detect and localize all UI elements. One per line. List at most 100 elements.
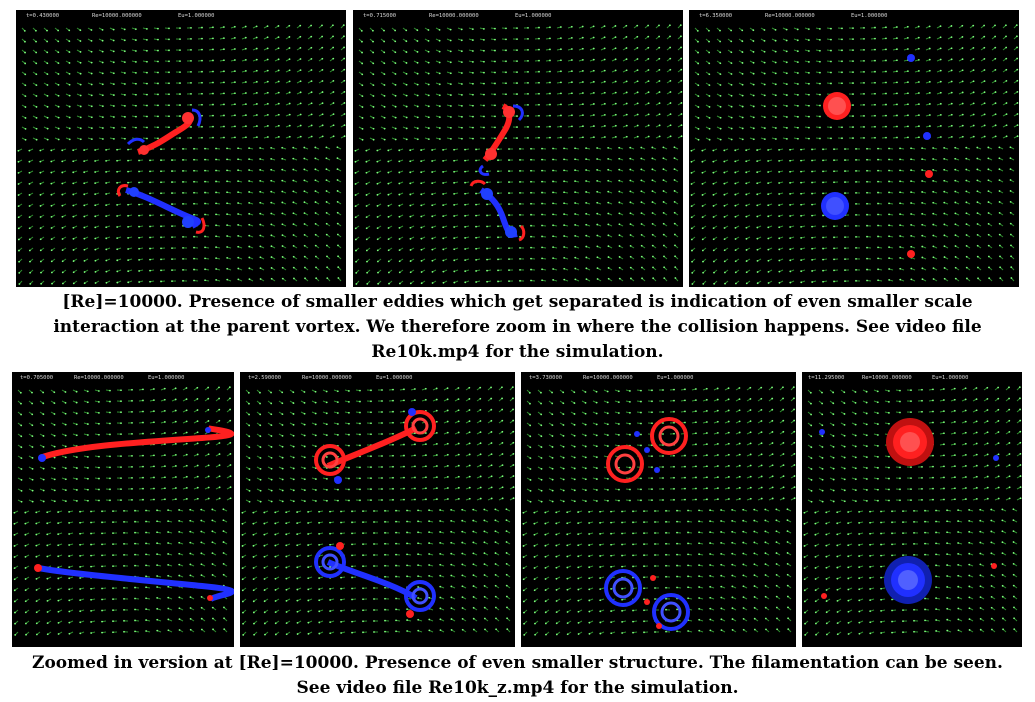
velocity-arrow-head	[571, 81, 573, 84]
velocity-arrow-head	[394, 51, 397, 54]
velocity-arrow-head	[651, 190, 654, 193]
velocity-arrow-head	[629, 212, 632, 215]
velocity-arrow-head	[193, 180, 195, 183]
velocity-arrow-head	[182, 181, 184, 183]
velocity-arrow-head	[966, 277, 968, 280]
velocity-arrow-head	[336, 190, 339, 192]
time-readout: t=0.430000	[26, 13, 60, 19]
velocity-arrow-head	[640, 244, 643, 247]
velocity-arrow-head	[157, 82, 159, 85]
velocity-arrow-head	[516, 137, 518, 139]
velocity-arrow-head	[917, 92, 920, 94]
velocity-arrow-head	[303, 266, 306, 269]
velocity-arrow-head	[866, 224, 868, 227]
velocity-arrow-head	[416, 83, 419, 86]
velocity-arrow-head	[427, 39, 430, 42]
velocity-arrow-head	[120, 455, 122, 458]
velocity-arrow-head	[354, 205, 357, 208]
velocity-arrow-head	[223, 92, 225, 95]
velocity-arrow-head	[35, 62, 38, 65]
velocity-arrow-head	[376, 260, 379, 263]
velocity-arrow-head	[138, 270, 141, 272]
velocity-arrow-head	[420, 149, 423, 151]
velocity-arrow-head	[193, 213, 195, 216]
velocity-arrow-head	[899, 158, 901, 161]
velocity-arrow-head	[745, 237, 748, 240]
euler-readout: Eu=1.000000	[178, 13, 215, 19]
velocity-arrow-head	[160, 247, 162, 250]
velocity-arrow-head	[277, 69, 280, 72]
velocity-arrow-head	[383, 95, 386, 97]
velocity-arrow-head	[142, 388, 144, 391]
velocity-arrow-head	[185, 398, 188, 401]
velocity-arrow-head	[105, 204, 108, 206]
velocity-arrow-head	[464, 159, 466, 162]
velocity-arrow-head	[325, 211, 328, 214]
velocity-arrow-head	[112, 116, 115, 118]
velocity-arrow-head	[237, 202, 240, 204]
velocity-arrow-head	[723, 271, 726, 274]
velocity-arrow-head	[61, 226, 64, 229]
velocity-arrow-head	[460, 39, 463, 42]
velocity-arrow-head	[259, 234, 262, 237]
velocity-arrow-head	[376, 182, 379, 185]
velocity-arrow-head	[31, 446, 34, 448]
velocity-arrow-head	[560, 103, 562, 106]
velocity-arrow-head	[552, 169, 554, 172]
velocity-arrow-head	[527, 126, 529, 128]
velocity-arrow-head	[387, 260, 390, 263]
velocity-arrow-head	[248, 223, 251, 226]
velocity-arrow-head	[702, 260, 704, 263]
velocity-arrow-head	[229, 408, 232, 411]
velocity-arrow-head	[215, 169, 217, 172]
velocity-arrow-head	[596, 278, 599, 280]
velocity-arrow-head	[807, 39, 810, 41]
velocity-arrow-head	[899, 224, 902, 227]
velocity-arrow-head	[255, 92, 258, 94]
velocity-arrow-head	[603, 69, 606, 72]
velocity-arrow-head	[530, 246, 532, 249]
velocity-arrow-head	[752, 127, 755, 130]
velocity-arrow-head	[563, 213, 565, 216]
velocity-arrow-head	[618, 234, 621, 237]
velocity-arrow-head	[244, 92, 247, 94]
velocity-arrow-head	[86, 423, 89, 425]
velocity-arrow-head	[907, 136, 909, 139]
velocity-arrow-head	[844, 269, 846, 272]
velocity-arrow-head	[822, 225, 824, 228]
velocity-arrow-head	[475, 159, 477, 162]
velocity-arrow-head	[35, 555, 38, 558]
velocity-arrow-head	[135, 126, 137, 129]
velocity-arrow-head	[987, 146, 990, 149]
velocity-arrow-head	[215, 202, 217, 205]
velocity-arrow-head	[398, 238, 401, 240]
velocity-arrow-head	[549, 103, 551, 106]
velocity-arrow-head	[614, 36, 617, 38]
velocity-arrow-head	[57, 533, 60, 536]
velocity-arrow-head	[797, 126, 799, 129]
velocity-arrow-head	[116, 215, 119, 217]
velocity-arrow-head	[767, 182, 770, 185]
velocity-arrow-head	[270, 267, 273, 269]
velocity-arrow-head	[763, 94, 766, 97]
velocity-arrow-head	[13, 567, 16, 570]
velocity-arrow-head	[24, 511, 27, 514]
velocity-arrow-head	[647, 69, 650, 71]
velocity-arrow-head	[57, 511, 60, 513]
velocity-arrow-head	[778, 182, 781, 184]
velocity-arrow-head	[607, 256, 610, 258]
velocity-arrow-head	[453, 259, 456, 262]
velocity-arrow-head	[229, 464, 232, 466]
velocity-arrow-head	[51, 282, 53, 285]
velocity-arrow-head	[72, 249, 75, 251]
velocity-arrow-head	[336, 200, 339, 203]
velocity-arrow-head	[939, 91, 942, 94]
velocity-arrow-head	[266, 125, 269, 127]
velocity-arrow-head	[86, 390, 89, 393]
velocity-arrow-head	[120, 411, 122, 414]
velocity-arrow-head	[808, 104, 810, 107]
velocity-arrow-head	[405, 40, 408, 43]
velocity-arrow-head	[420, 260, 423, 262]
velocity-arrow-head	[789, 248, 792, 251]
velocity-arrow-head	[939, 69, 942, 72]
